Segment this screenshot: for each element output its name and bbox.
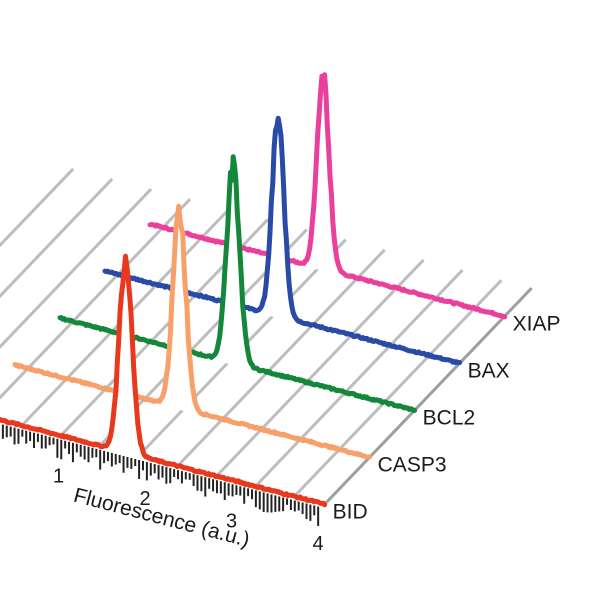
x-axis: 1 2 3 4 <box>1 424 324 555</box>
series-fill <box>15 206 370 460</box>
grid-line <box>0 198 192 400</box>
series-fill <box>105 118 460 366</box>
x-tick-label: 1 <box>53 466 64 488</box>
series-line <box>102 115 463 366</box>
series-line <box>12 203 373 460</box>
series-label: BCL2 <box>423 406 476 429</box>
series-label: BID <box>333 500 368 523</box>
series-label: XIAP <box>513 312 561 335</box>
floor-edge <box>323 287 533 506</box>
series-label: BAX <box>468 359 510 382</box>
grid-line <box>176 248 386 468</box>
series-line <box>0 253 328 508</box>
x-tick-label: 4 <box>312 533 323 555</box>
series-casp3: CASP3 <box>12 203 447 476</box>
grid-line <box>293 279 503 498</box>
series-bax: BAX <box>102 115 510 382</box>
grid-line <box>215 258 425 478</box>
grid-line <box>0 177 114 299</box>
x-tick-label: 2 <box>139 488 150 510</box>
series-fill <box>60 156 415 413</box>
series-layer: XIAP BAX BCL2 CASP3 BID <box>0 72 561 523</box>
grid-line <box>0 188 153 349</box>
x-tick-label: 3 <box>226 511 237 533</box>
series-xiap: XIAP <box>147 72 561 335</box>
series-label: CASP3 <box>378 453 447 476</box>
series-bid: BID <box>0 253 368 523</box>
series-fill <box>150 74 505 319</box>
grid-line <box>254 269 464 488</box>
grid-line <box>0 167 75 248</box>
series-line <box>147 72 508 320</box>
